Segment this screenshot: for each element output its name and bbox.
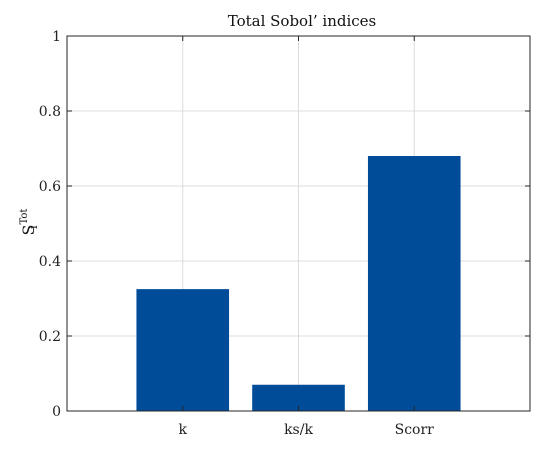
bar-scorr xyxy=(367,156,461,411)
y-axis-label-sup: Tot xyxy=(19,209,30,225)
grid-lines xyxy=(67,36,530,411)
axis-ticks xyxy=(67,35,530,412)
bar-k xyxy=(136,289,230,411)
y-axis-label-base: S xyxy=(19,224,38,235)
bars xyxy=(136,156,461,411)
y-tick-label: 0.4 xyxy=(39,254,61,270)
x-tick-label: Scorr xyxy=(395,422,435,438)
y-axis-label-sub: i xyxy=(27,225,40,229)
y-tick-label: 0 xyxy=(52,404,61,420)
x-tick-label: ks/k xyxy=(284,422,313,438)
y-tick-label: 1 xyxy=(52,29,61,45)
y-tick-label: 0.6 xyxy=(39,179,61,195)
y-tick-label: 0.2 xyxy=(39,329,61,345)
tick-labels: 0 0.2 0.4 0.6 0.8 1 k ks/k Scorr xyxy=(39,29,434,438)
x-tick-label: k xyxy=(179,422,188,438)
y-tick-label: 0.8 xyxy=(39,104,61,120)
y-axis-label: STot xyxy=(19,209,38,236)
chart-title: Total Sobol’ indices xyxy=(228,12,377,30)
